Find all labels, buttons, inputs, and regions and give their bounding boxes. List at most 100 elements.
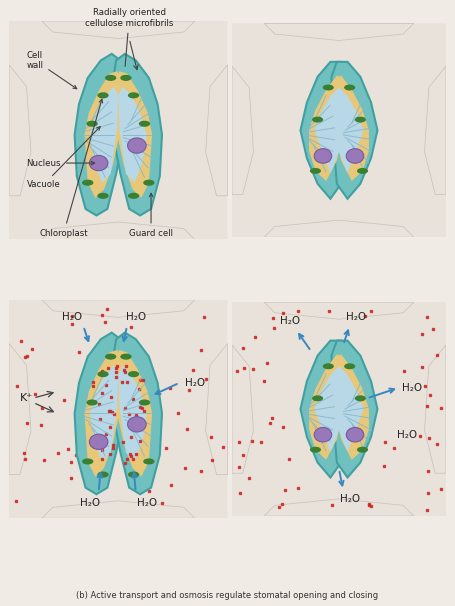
- Ellipse shape: [139, 399, 150, 405]
- Ellipse shape: [82, 179, 93, 186]
- Text: Vacuole: Vacuole: [26, 127, 100, 190]
- Polygon shape: [42, 501, 195, 518]
- Ellipse shape: [312, 395, 323, 401]
- Polygon shape: [264, 24, 414, 41]
- Ellipse shape: [310, 447, 321, 453]
- Polygon shape: [75, 333, 126, 494]
- Ellipse shape: [323, 84, 334, 90]
- Polygon shape: [337, 366, 364, 452]
- Ellipse shape: [314, 148, 332, 163]
- Polygon shape: [264, 499, 414, 516]
- Text: Nucleus: Nucleus: [26, 159, 95, 167]
- Ellipse shape: [143, 179, 155, 186]
- Ellipse shape: [97, 92, 109, 98]
- Polygon shape: [42, 21, 195, 39]
- Text: K⁺: K⁺: [20, 393, 33, 403]
- FancyBboxPatch shape: [9, 21, 228, 239]
- Polygon shape: [300, 341, 346, 478]
- Polygon shape: [425, 66, 446, 195]
- Ellipse shape: [344, 84, 355, 90]
- FancyBboxPatch shape: [9, 300, 228, 518]
- Polygon shape: [206, 65, 228, 196]
- Ellipse shape: [97, 371, 109, 377]
- Text: (b) Active transport and osmosis regulate stomatal opening and closing: (b) Active transport and osmosis regulat…: [76, 591, 379, 600]
- Ellipse shape: [128, 92, 139, 98]
- Polygon shape: [334, 75, 369, 181]
- Text: H₂O: H₂O: [346, 312, 366, 322]
- Ellipse shape: [105, 353, 116, 360]
- Polygon shape: [75, 54, 126, 216]
- Ellipse shape: [314, 427, 332, 442]
- Text: H₂O: H₂O: [397, 430, 418, 440]
- Text: H₂O: H₂O: [126, 312, 146, 322]
- Polygon shape: [309, 75, 344, 181]
- Ellipse shape: [312, 116, 323, 122]
- Ellipse shape: [344, 363, 355, 369]
- Ellipse shape: [346, 427, 364, 442]
- Ellipse shape: [86, 121, 98, 127]
- Ellipse shape: [89, 155, 108, 171]
- Polygon shape: [114, 350, 152, 477]
- Polygon shape: [111, 54, 162, 216]
- Polygon shape: [334, 354, 369, 460]
- Text: H₂O: H₂O: [62, 312, 82, 322]
- Ellipse shape: [120, 353, 131, 360]
- Polygon shape: [314, 366, 341, 452]
- Polygon shape: [232, 66, 253, 195]
- Polygon shape: [111, 333, 162, 494]
- Polygon shape: [264, 220, 414, 237]
- Ellipse shape: [346, 148, 364, 163]
- Ellipse shape: [127, 417, 146, 432]
- Ellipse shape: [357, 447, 368, 453]
- Ellipse shape: [127, 138, 146, 153]
- Polygon shape: [314, 87, 341, 173]
- Polygon shape: [9, 65, 31, 196]
- Ellipse shape: [128, 193, 139, 199]
- Ellipse shape: [120, 75, 131, 81]
- Ellipse shape: [97, 471, 109, 478]
- Polygon shape: [264, 302, 414, 319]
- Polygon shape: [90, 87, 118, 182]
- Polygon shape: [332, 341, 378, 478]
- Ellipse shape: [128, 371, 139, 377]
- Polygon shape: [118, 365, 147, 461]
- FancyBboxPatch shape: [232, 24, 446, 237]
- Text: H₂O: H₂O: [80, 498, 100, 508]
- Polygon shape: [85, 350, 123, 477]
- Ellipse shape: [323, 363, 334, 369]
- Ellipse shape: [97, 193, 109, 199]
- Ellipse shape: [357, 168, 368, 174]
- Ellipse shape: [105, 75, 116, 81]
- Text: H₂O: H₂O: [402, 382, 422, 393]
- Polygon shape: [114, 72, 152, 198]
- Polygon shape: [206, 344, 228, 474]
- Ellipse shape: [310, 168, 321, 174]
- Ellipse shape: [82, 458, 93, 465]
- Text: H₂O: H₂O: [280, 316, 300, 327]
- Ellipse shape: [355, 116, 366, 122]
- FancyBboxPatch shape: [232, 302, 446, 516]
- Polygon shape: [9, 344, 31, 474]
- Text: Chloroplast: Chloroplast: [40, 99, 103, 238]
- Ellipse shape: [143, 458, 155, 465]
- Text: Cell
wall: Cell wall: [26, 51, 77, 88]
- Ellipse shape: [89, 434, 108, 450]
- Polygon shape: [337, 87, 364, 173]
- Polygon shape: [425, 345, 446, 473]
- Text: Guard cell: Guard cell: [129, 193, 173, 238]
- Polygon shape: [300, 62, 346, 199]
- Ellipse shape: [139, 121, 150, 127]
- Text: H₂O: H₂O: [136, 498, 157, 508]
- Text: H₂O: H₂O: [185, 378, 205, 388]
- Text: Radially oriented
cellulose microfibrils: Radially oriented cellulose microfibrils: [85, 8, 173, 67]
- Polygon shape: [42, 222, 195, 239]
- Text: H₂O: H₂O: [339, 494, 360, 504]
- Polygon shape: [232, 345, 253, 473]
- Polygon shape: [85, 72, 123, 198]
- Polygon shape: [118, 87, 147, 182]
- Ellipse shape: [355, 395, 366, 401]
- Ellipse shape: [128, 471, 139, 478]
- Polygon shape: [309, 354, 344, 460]
- Polygon shape: [42, 300, 195, 318]
- Polygon shape: [90, 365, 118, 461]
